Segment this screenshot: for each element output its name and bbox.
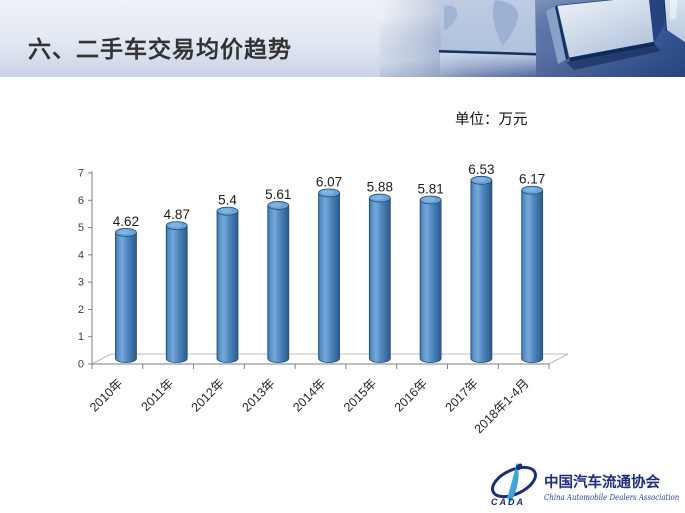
cada-logo: CADA 中国汽车流通协会 China Automobile Dealers A… (487, 458, 680, 512)
x-category-label: 2014年 (290, 376, 328, 414)
header-cubes-graphic (0, 0, 685, 77)
cylinder-bar-highlight (270, 202, 283, 208)
bar-value-label: 5.4 (218, 193, 237, 208)
cylinder-bar (470, 179, 493, 363)
bar-value-label: 5.61 (265, 187, 291, 202)
cylinder-bar (521, 189, 544, 363)
cylinder-bar (318, 192, 340, 363)
y-tick-label: 3 (78, 277, 84, 289)
y-tick-label: 5 (78, 222, 84, 234)
bar-value-label: 5.88 (367, 180, 393, 195)
x-category-label: 2011年 (139, 376, 177, 414)
cylinder-bar-highlight (219, 208, 232, 213)
cylinder-bar (267, 205, 290, 363)
cylinder-bar-highlight (169, 222, 182, 228)
bar-value-label: 6.17 (519, 172, 545, 187)
logo-chinese-name: 中国汽车流通协会 (544, 475, 660, 491)
cylinder-bar-highlight (524, 187, 537, 192)
cylinder-bar (368, 197, 391, 363)
cylinder-bar-highlight (372, 195, 385, 200)
x-category-label: 2017年 (443, 376, 481, 414)
x-category-label: 2012年 (189, 376, 227, 414)
cylinder-bar-highlight (118, 229, 131, 235)
y-tick-label: 6 (78, 195, 84, 207)
y-tick-label: 7 (78, 168, 84, 180)
x-category-label: 2016年 (392, 376, 430, 414)
header-banner: 六、二手车交易均价趋势 (0, 0, 685, 77)
bar-value-label: 6.07 (316, 174, 342, 189)
cylinder-bar-highlight (423, 196, 436, 202)
bar-value-label: 4.87 (164, 207, 190, 222)
cylinder-bar-highlight (473, 177, 486, 183)
slide-title: 六、二手车交易均价趋势 (28, 36, 292, 62)
bar-value-label: 6.53 (468, 162, 494, 177)
cada-emblem (491, 462, 537, 502)
x-category-label: 2010年 (87, 376, 125, 414)
x-category-label: 2013年 (239, 376, 277, 414)
price-trend-chart: 0 1 2 3 4 5 6 7 4.62 4.87 5.4 5.61 6.07 5.88 5.81 6.53 6… (30, 155, 630, 455)
cylinder-bar (165, 225, 188, 363)
chart-canvas: 0 1 2 3 4 5 6 7 4.62 4.87 5.4 5.61 6.07 5.88 5.81 6.53 6… (78, 162, 569, 436)
unit-label: 单位：万元 (455, 112, 528, 128)
cylinder-bar-highlight (321, 189, 334, 195)
cada-acronym: CADA (491, 497, 525, 507)
bar-value-label: 4.62 (113, 214, 139, 229)
bar-value-label: 5.81 (417, 181, 443, 196)
logo-english-name: China Automobile Dealers Association (544, 493, 680, 503)
cylinder-bar (419, 199, 442, 363)
x-category-label: 2018年1-4月 (472, 376, 532, 436)
y-tick-label: 0 (78, 359, 84, 371)
x-category-label: 2015年 (341, 376, 379, 414)
y-tick-label: 4 (78, 249, 84, 261)
cylinder-bar (115, 232, 137, 363)
cylinder-bar (216, 210, 239, 363)
y-tick-label: 1 (78, 331, 84, 343)
y-tick-label: 2 (78, 304, 84, 316)
